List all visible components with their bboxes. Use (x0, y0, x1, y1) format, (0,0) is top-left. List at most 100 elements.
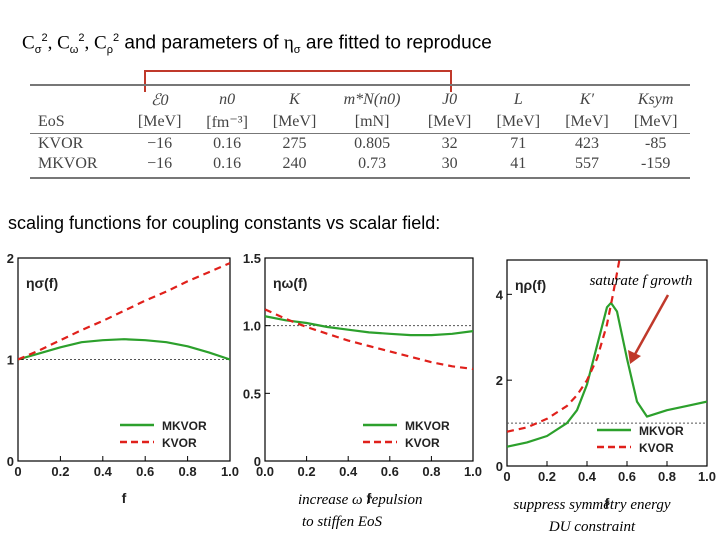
table-cell: 423 (574, 135, 599, 152)
x-tick-label: 0 (503, 469, 510, 484)
sub-rho: ρ (106, 44, 113, 57)
series-line-mkvor (265, 315, 473, 337)
x-tick-label: 0.8 (422, 464, 440, 479)
table-cell: 0.16 (213, 135, 242, 152)
sup-2: 2 (78, 32, 85, 44)
annotation-saturate: saturate f growth (589, 273, 693, 289)
table-header-cell: J0 (415, 84, 484, 111)
sub-sigma: σ (34, 44, 42, 57)
series-line-kvor (507, 260, 621, 433)
table-header-cell: K′ (552, 84, 622, 111)
y-tick-label: 1.0 (243, 319, 261, 334)
table-cell: -85 (644, 135, 667, 152)
c-rho: , C (84, 32, 107, 54)
annotation-stiffen: to stiffen EoS (302, 514, 382, 530)
table-row: KVOR −16 0.16 275 0.805 32 71 423 -85 (30, 134, 690, 155)
y-tick-label: 2 (496, 373, 503, 388)
sub-omega: ω (69, 44, 79, 57)
table-header-cell: n0 (194, 84, 261, 111)
table-cell: 41 (483, 154, 553, 179)
highlight-bracket (144, 70, 452, 84)
plot-frame (264, 257, 474, 462)
y-axis-label: ηω(f) (273, 275, 307, 291)
legend-label: MKVOR (639, 424, 684, 438)
annotation-increase: increase ω repulsion (298, 492, 423, 508)
y-tick-label: 4 (496, 287, 504, 302)
y-tick-label: 0 (7, 454, 14, 469)
c-omega: , C (47, 32, 70, 54)
x-tick-label: 0.6 (136, 464, 154, 479)
annotation-du: DU constraint (548, 519, 636, 535)
y-axis-label: ηρ(f) (515, 277, 546, 293)
arrow-head (628, 350, 641, 364)
eta-charts: 0 0.2 0.4 0.6 0.8 1.0 0 1 2 ησ(f) f MKVOR KVOR 0.0 0.2… (7, 251, 716, 511)
y-tick-label: 1.5 (243, 251, 261, 266)
table-cell: 0.16 (194, 154, 261, 179)
y-tick-label: 0 (254, 454, 261, 469)
x-tick-label: 0.6 (618, 469, 636, 484)
table-header-cell: K (260, 84, 329, 111)
y-tick-label: 0 (496, 459, 503, 474)
title-mid: and parameters of (119, 32, 284, 54)
table-cell: 0.73 (328, 154, 416, 179)
sup-3: 2 (112, 32, 120, 44)
parameter-table: ℰ0 n0 K m*N(n0) J0 L K′ Ksym EoS [MeV] [… (30, 84, 690, 179)
eta-sub: σ (293, 44, 301, 57)
x-axis-label: f (367, 490, 372, 506)
table-cell: 0.805 (354, 135, 391, 152)
table-unit-cell: EoS (30, 111, 126, 134)
table-cell: 71 (510, 135, 527, 152)
table-cell: 30 (415, 154, 484, 179)
table-unit-cell: [MeV] (552, 111, 622, 134)
section-subtitle: scaling functions for coupling constants… (8, 213, 441, 233)
legend-label: MKVOR (405, 419, 450, 433)
x-axis-label: f (122, 490, 127, 506)
legend-label: KVOR (639, 441, 674, 455)
table-header-cell: Ksym (621, 84, 690, 111)
series-line-mkvor (18, 338, 230, 361)
legend-label: MKVOR (162, 419, 207, 433)
table-header-cell: L (483, 84, 553, 111)
series-line-kvor (265, 308, 473, 371)
x-tick-label: 0.4 (94, 464, 113, 479)
table-cell: 275 (282, 135, 307, 152)
annotation-suppress: suppress symmetry energy (513, 497, 671, 513)
table-unit-cell: [fm⁻³] (194, 111, 261, 134)
x-tick-label: 0.4 (339, 464, 358, 479)
x-tick-label: 0 (14, 464, 21, 479)
y-tick-label: 0.5 (243, 386, 261, 401)
table-row: MKVOR −16 0.16 240 0.73 30 41 557 -159 (30, 154, 690, 179)
y-tick-label: 2 (7, 251, 14, 266)
table-unit-cell: [MeV] (621, 111, 690, 134)
x-axis-label: f (605, 495, 610, 511)
x-tick-label: 1.0 (221, 464, 239, 479)
table-header-row: ℰ0 n0 K m*N(n0) J0 L K′ Ksym (30, 84, 690, 111)
plot-frame (506, 259, 708, 467)
table-cell: 557 (552, 154, 622, 179)
table-unit-cell: [MeV] (125, 111, 194, 134)
x-tick-label: 0.8 (179, 464, 197, 479)
slide-title: Cσ2, Cω2, Cρ2 and parameters of ησ are f… (22, 32, 492, 56)
x-tick-label: 0.4 (578, 469, 597, 484)
table-cell: MKVOR (30, 154, 126, 179)
x-tick-label: 0.2 (51, 464, 69, 479)
c-sigma: C (22, 32, 35, 54)
x-tick-label: 0.2 (538, 469, 556, 484)
legend-label: KVOR (162, 436, 197, 450)
annotation-arrow (632, 294, 670, 357)
y-tick-label: 1 (7, 353, 14, 368)
table-unit-cell: [MeV] (415, 111, 484, 134)
table-units-row: EoS [MeV] [fm⁻³] [MeV] [mN] [MeV] [MeV] … (30, 111, 690, 134)
table-cell: −16 (125, 154, 194, 179)
x-tick-label: 0.2 (298, 464, 316, 479)
x-tick-label: 0.0 (256, 464, 274, 479)
series-line-kvor (18, 262, 230, 361)
table-cell: KVOR (38, 135, 84, 152)
table-unit-cell: [MeV] (260, 111, 329, 134)
table-cell: −16 (147, 135, 173, 152)
x-tick-label: 0.8 (658, 469, 676, 484)
title-tail: are fitted to reproduce (300, 32, 492, 54)
table-header-cell (30, 84, 126, 111)
table-cell: 240 (260, 154, 329, 179)
x-tick-label: 0.6 (381, 464, 399, 479)
